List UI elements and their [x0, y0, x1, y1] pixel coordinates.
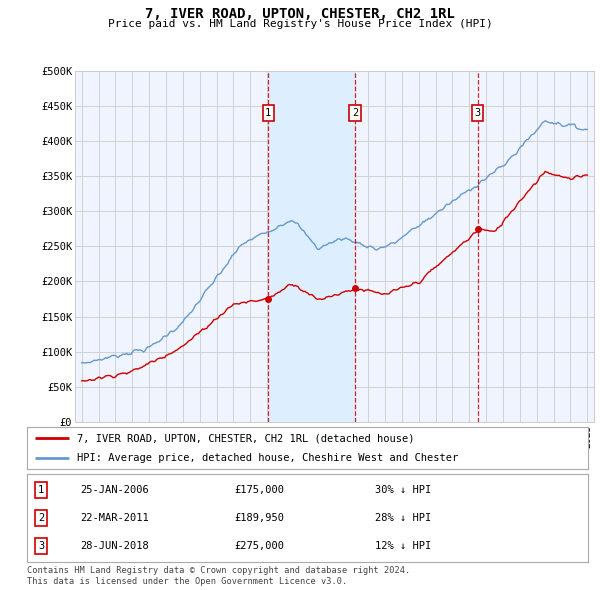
Text: 3: 3 — [38, 541, 44, 551]
Text: 28-JUN-2018: 28-JUN-2018 — [80, 541, 149, 551]
Text: £175,000: £175,000 — [235, 485, 284, 495]
Text: 7, IVER ROAD, UPTON, CHESTER, CH2 1RL: 7, IVER ROAD, UPTON, CHESTER, CH2 1RL — [145, 7, 455, 21]
Text: 22-MAR-2011: 22-MAR-2011 — [80, 513, 149, 523]
Text: 1: 1 — [265, 108, 271, 118]
Text: Price paid vs. HM Land Registry's House Price Index (HPI): Price paid vs. HM Land Registry's House … — [107, 19, 493, 30]
Text: 3: 3 — [475, 108, 481, 118]
Text: Contains HM Land Registry data © Crown copyright and database right 2024.
This d: Contains HM Land Registry data © Crown c… — [27, 566, 410, 586]
Bar — [268, 71, 355, 422]
Text: 12% ↓ HPI: 12% ↓ HPI — [375, 541, 431, 551]
Text: £189,950: £189,950 — [235, 513, 284, 523]
Text: 2: 2 — [38, 513, 44, 523]
Text: 2: 2 — [352, 108, 358, 118]
Text: 1: 1 — [38, 485, 44, 495]
Text: 25-JAN-2006: 25-JAN-2006 — [80, 485, 149, 495]
Text: 28% ↓ HPI: 28% ↓ HPI — [375, 513, 431, 523]
Text: 7, IVER ROAD, UPTON, CHESTER, CH2 1RL (detached house): 7, IVER ROAD, UPTON, CHESTER, CH2 1RL (d… — [77, 433, 415, 443]
Text: HPI: Average price, detached house, Cheshire West and Chester: HPI: Average price, detached house, Ches… — [77, 453, 459, 463]
Text: 30% ↓ HPI: 30% ↓ HPI — [375, 485, 431, 495]
Text: £275,000: £275,000 — [235, 541, 284, 551]
